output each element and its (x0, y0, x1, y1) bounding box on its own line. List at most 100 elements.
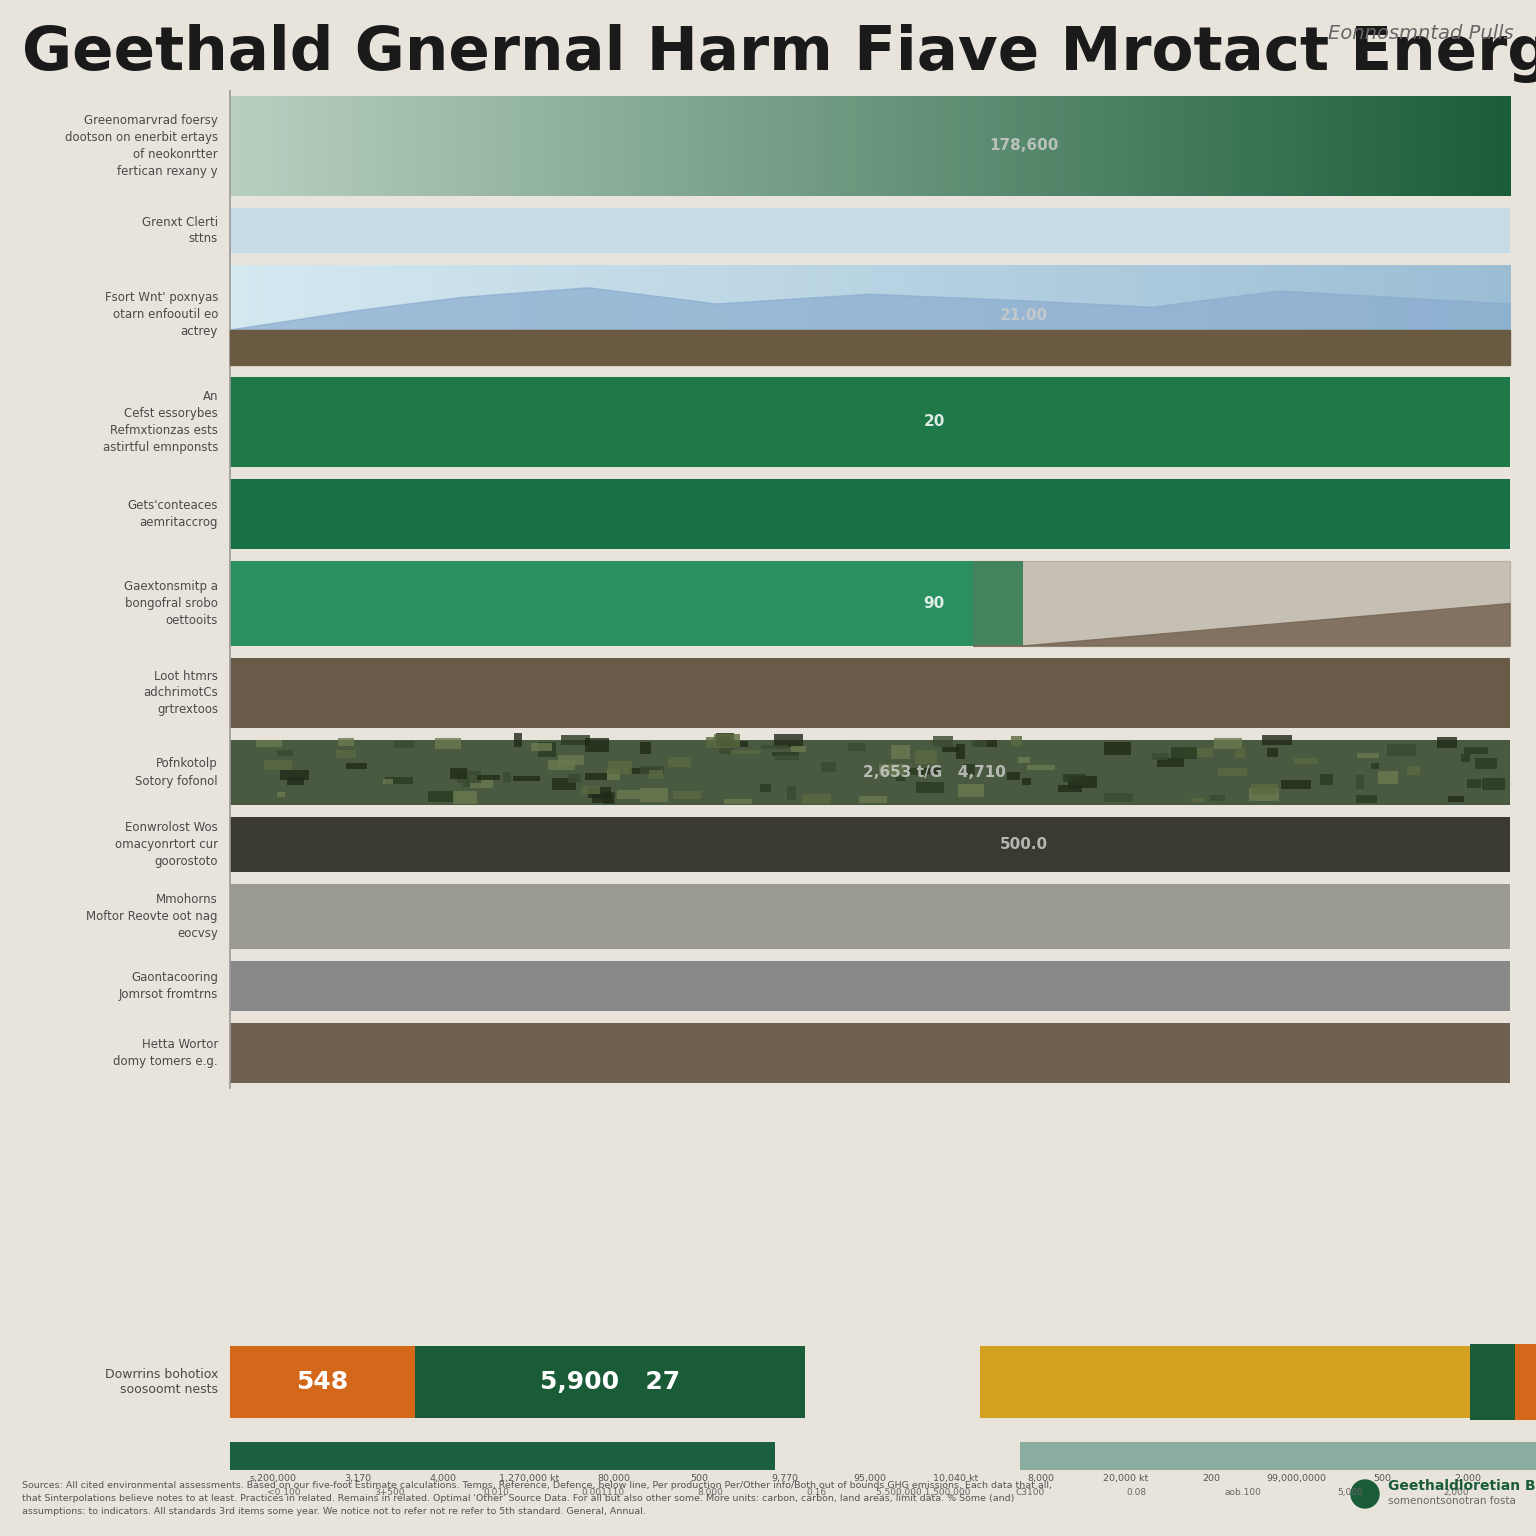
Bar (1098, 266, 1107, 330)
Bar (538, 742, 556, 757)
Text: Gaontacooring
Jomrsot fromtrns: Gaontacooring Jomrsot fromtrns (118, 971, 218, 1001)
Bar (1011, 736, 1021, 745)
Bar (1369, 95, 1376, 197)
Bar (324, 266, 335, 330)
Bar (1252, 266, 1263, 330)
Bar (880, 95, 888, 197)
Polygon shape (230, 287, 1510, 330)
Bar (230, 479, 1510, 548)
Bar (891, 266, 902, 330)
Bar (616, 95, 624, 197)
Bar (958, 785, 985, 797)
Bar (281, 95, 289, 197)
Bar (1215, 739, 1243, 748)
Bar (1020, 1442, 1536, 1470)
Bar (1272, 95, 1279, 197)
Bar (900, 266, 909, 330)
Bar (957, 743, 966, 759)
Bar (230, 207, 1510, 253)
Bar (788, 266, 799, 330)
Bar (1063, 266, 1072, 330)
Bar (470, 266, 481, 330)
Text: Geethald Gnernal Harm Fiave Mrotact Energy: Geethald Gnernal Harm Fiave Mrotact Ener… (22, 25, 1536, 83)
Bar (791, 746, 806, 751)
Bar (1246, 95, 1253, 197)
Bar (230, 95, 238, 197)
Bar (346, 95, 353, 197)
Text: C3100: C3100 (1015, 1488, 1044, 1498)
Bar (450, 768, 467, 779)
Bar (548, 266, 558, 330)
Bar (934, 736, 952, 746)
Bar (573, 266, 584, 330)
Bar (770, 95, 777, 197)
Bar (1001, 95, 1009, 197)
Bar (1003, 266, 1012, 330)
Bar (496, 266, 505, 330)
Bar (1218, 768, 1247, 776)
Bar (1021, 95, 1029, 197)
Bar (1407, 95, 1415, 197)
Bar (372, 95, 379, 197)
Bar (390, 95, 398, 197)
Text: Geethaldloretian Beata: Geethaldloretian Beata (1389, 1479, 1536, 1493)
Bar (1072, 266, 1081, 330)
Bar (1304, 266, 1313, 330)
Bar (1416, 266, 1425, 330)
Bar (230, 885, 1510, 949)
Bar (915, 782, 945, 793)
Bar (716, 733, 734, 746)
Bar (558, 756, 584, 765)
Bar (1319, 774, 1333, 785)
Text: 5,500,000 1,500,000: 5,500,000 1,500,000 (876, 1488, 971, 1498)
Bar (1012, 266, 1021, 330)
Bar (1018, 757, 1031, 763)
Bar (1478, 95, 1485, 197)
Bar (269, 95, 276, 197)
Bar (588, 786, 611, 797)
Bar (1209, 796, 1226, 800)
Bar (475, 95, 482, 197)
Bar (1233, 95, 1241, 197)
Bar (617, 791, 641, 799)
Bar (410, 266, 419, 330)
Bar (774, 734, 803, 746)
Bar (1137, 95, 1144, 197)
Bar (899, 95, 906, 197)
Bar (1395, 95, 1402, 197)
Bar (307, 95, 315, 197)
Bar (1028, 765, 1055, 770)
Text: 4,000: 4,000 (430, 1475, 456, 1482)
Bar (453, 266, 462, 330)
Text: 21.00: 21.00 (1000, 307, 1048, 323)
Bar (243, 95, 250, 197)
Bar (668, 266, 677, 330)
Bar (307, 266, 316, 330)
Bar (333, 266, 343, 330)
Bar (445, 266, 455, 330)
Bar (919, 768, 942, 774)
Bar (713, 95, 720, 197)
Bar (771, 266, 780, 330)
Bar (1183, 748, 1213, 757)
Bar (1491, 95, 1498, 197)
Bar (739, 95, 745, 197)
Bar (925, 95, 932, 197)
Text: An
Cefst essorybes
Refmxtionzas ests
astirtful emnponsts: An Cefst essorybes Refmxtionzas ests ast… (103, 390, 218, 455)
Bar (1175, 266, 1184, 330)
Bar (513, 776, 541, 782)
Bar (859, 796, 886, 803)
Bar (1111, 95, 1118, 197)
Bar (745, 95, 753, 197)
Text: 80,000: 80,000 (598, 1475, 630, 1482)
Bar (1069, 776, 1097, 788)
Bar (230, 266, 240, 330)
Bar (780, 266, 790, 330)
Bar (237, 95, 244, 197)
Bar (604, 95, 610, 197)
Bar (553, 779, 576, 790)
Bar (857, 266, 866, 330)
Bar (1118, 95, 1124, 197)
Bar (1330, 266, 1339, 330)
Bar (719, 95, 727, 197)
